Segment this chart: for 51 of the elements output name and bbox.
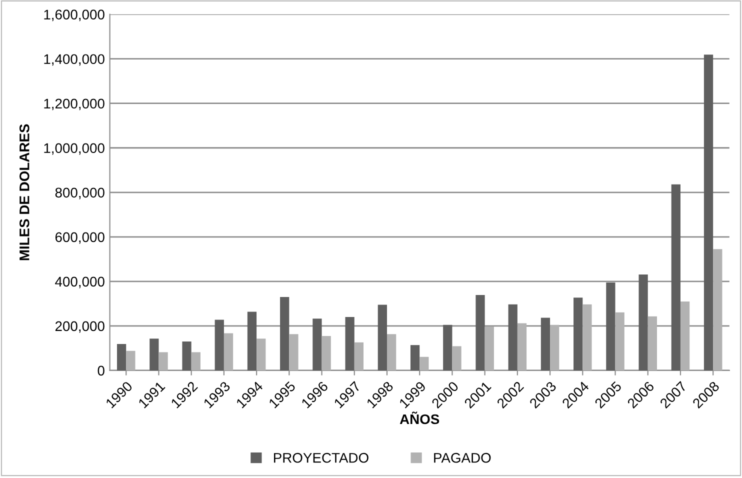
bar <box>312 318 322 370</box>
bar <box>224 333 234 370</box>
y-tick-label: 1,000,000 <box>44 143 104 155</box>
legend-label: PAGADO <box>434 452 491 463</box>
bar <box>638 274 648 370</box>
bar <box>517 323 527 370</box>
bar <box>280 297 290 370</box>
bar <box>680 301 690 370</box>
bar <box>322 336 331 370</box>
bar <box>582 304 592 370</box>
bar <box>443 324 452 370</box>
bar <box>671 184 680 370</box>
bar <box>116 344 126 370</box>
y-tick-label: 600,000 <box>55 232 104 244</box>
bar <box>452 346 462 370</box>
y-tick-label: 0 <box>98 366 104 376</box>
bar <box>476 295 485 370</box>
bar <box>378 304 387 370</box>
bar <box>648 316 657 370</box>
bar <box>191 352 200 370</box>
bar <box>345 317 354 370</box>
legend-label: PROYECTADO <box>274 452 368 463</box>
bar <box>713 249 722 370</box>
bar <box>158 352 168 370</box>
bar <box>214 320 224 370</box>
bar <box>386 334 396 370</box>
y-tick-label: 200,000 <box>55 321 104 333</box>
bar <box>256 338 266 370</box>
bar <box>420 356 429 370</box>
bar <box>126 350 136 370</box>
x-axis-title: AÑOS <box>400 412 440 424</box>
y-tick-label: 800,000 <box>55 188 104 200</box>
bar <box>354 342 364 370</box>
y-tick-label: 400,000 <box>55 276 104 288</box>
bar <box>704 54 714 370</box>
bar <box>247 312 257 370</box>
bar <box>410 345 420 370</box>
y-tick-label: 1,200,000 <box>44 98 104 110</box>
bar <box>540 318 550 370</box>
bar <box>508 304 518 370</box>
bar <box>550 324 560 370</box>
y-tick-label: 1,400,000 <box>44 54 104 66</box>
bar <box>606 282 616 370</box>
y-tick-label: 1,600,000 <box>44 10 104 22</box>
bar <box>182 342 192 370</box>
bar <box>150 338 159 370</box>
bar <box>484 326 494 370</box>
y-axis-title: MILES DE DOLARES <box>19 124 30 260</box>
bar <box>289 334 298 370</box>
bar <box>574 298 583 370</box>
bar <box>615 312 624 370</box>
